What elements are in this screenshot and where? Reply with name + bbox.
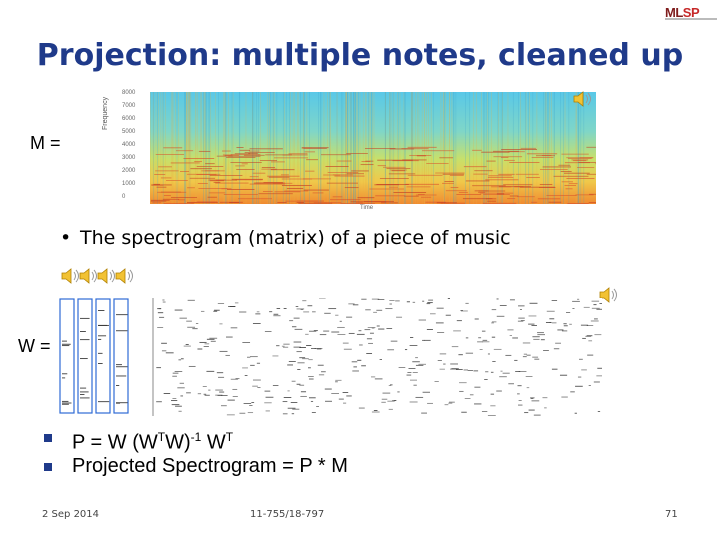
projected-spectrogram-equation: Projected Spectrogram = P * M (72, 455, 348, 477)
spectrogram-x-axis: Time (150, 204, 596, 216)
spectrogram-y-tick: 0 (122, 194, 126, 200)
bullet-text: The spectrogram (matrix) of a piece of m… (80, 227, 511, 249)
spectrogram-y-tick: 5000 (122, 129, 136, 135)
spectrogram-y-tick: 3000 (122, 155, 136, 161)
note-spectra-w (59, 298, 129, 414)
speaker-icon[interactable] (78, 267, 100, 285)
projection-equation: P = W (WTW)-1 WT (72, 430, 234, 454)
logo-text-ml: ML (665, 5, 683, 20)
spectrogram-y-label: Frequency (102, 96, 109, 130)
m-label: M = (30, 133, 61, 153)
spectrogram-y-tick: 4000 (122, 142, 136, 148)
bullet-item: • The spectrogram (matrix) of a piece of … (60, 227, 511, 249)
bullet-dot: • (60, 227, 72, 249)
projected-spectrogram (150, 298, 602, 416)
music-spectrogram: Frequency 8000 7000 6000 5000 4000 3000 2000 10… (100, 90, 600, 215)
speaker-icon[interactable] (572, 90, 594, 108)
speaker-icon[interactable] (60, 267, 82, 285)
spectrogram-y-tick: 1000 (122, 181, 136, 187)
slide-title: Projection: multiple notes, cleaned up (36, 38, 684, 73)
w-label: W = (18, 336, 51, 356)
bullet-square (44, 463, 52, 471)
mlsp-logo: MLSP (665, 4, 717, 20)
speaker-icon[interactable] (96, 267, 118, 285)
footer-course: 11-755/18-797 (250, 509, 325, 520)
bullet-square (44, 434, 52, 442)
spectrogram-image (150, 92, 596, 204)
logo-text-sp: SP (682, 5, 700, 20)
spectrogram-y-tick: 7000 (122, 103, 136, 109)
footer-page-number: 71 (665, 509, 678, 520)
spectrogram-y-tick: 2000 (122, 168, 136, 174)
footer-date: 2 Sep 2014 (42, 509, 100, 520)
spectrogram-y-axis: Frequency 8000 7000 6000 5000 4000 3000 2000 10… (100, 90, 150, 205)
speaker-icon[interactable] (114, 267, 136, 285)
spectrogram-y-tick: 8000 (122, 90, 136, 96)
spectrogram-y-tick: 6000 (122, 116, 136, 122)
spectrogram-x-label: Time (360, 205, 374, 211)
